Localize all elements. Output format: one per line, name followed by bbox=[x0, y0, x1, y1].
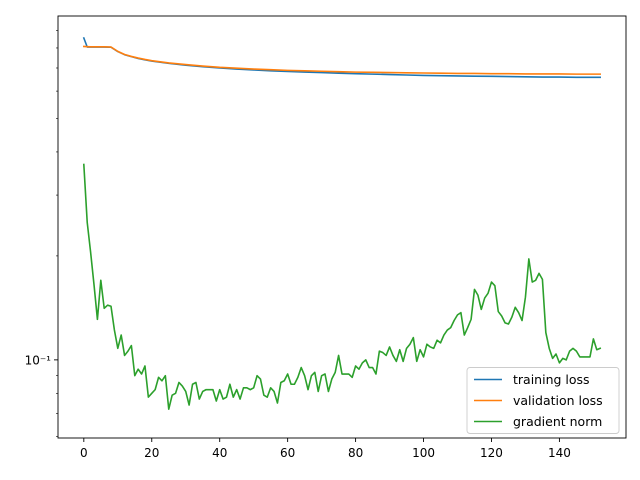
legend-label-0: training loss bbox=[513, 372, 590, 387]
legend: training loss validation loss gradient nor… bbox=[466, 367, 620, 434]
series-line-1 bbox=[82, 45, 601, 75]
legend-label-1: validation loss bbox=[513, 393, 603, 408]
series-line-2 bbox=[82, 163, 602, 410]
legend-box bbox=[466, 367, 620, 434]
legend-label-2: gradient norm bbox=[513, 414, 602, 429]
plot-frame bbox=[57, 15, 627, 439]
series-layer bbox=[82, 36, 602, 410]
x-tick-label-0: 0 bbox=[80, 446, 88, 460]
x-tick-label-7: 140 bbox=[548, 446, 571, 460]
x-tick-label-5: 100 bbox=[412, 446, 435, 460]
y-tick-label-0: 10⁻¹ bbox=[25, 353, 52, 367]
x-tick-label-4: 80 bbox=[348, 446, 363, 460]
x-tick-label-3: 60 bbox=[280, 446, 295, 460]
x-tick-label-1: 20 bbox=[144, 446, 159, 460]
legend-entries: training loss validation loss gradient nor… bbox=[474, 372, 603, 429]
y-axis: 10⁻¹ bbox=[25, 29, 58, 437]
x-tick-label-2: 40 bbox=[212, 446, 227, 460]
x-axis: 0 20 40 60 80 100 120 140 bbox=[80, 438, 571, 460]
x-tick-label-6: 120 bbox=[480, 446, 503, 460]
